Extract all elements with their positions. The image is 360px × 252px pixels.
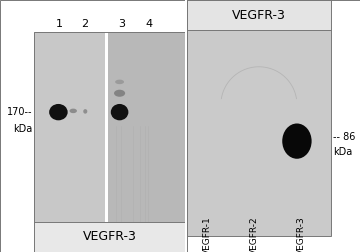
Text: VEGFR-1: VEGFR-1 — [203, 216, 212, 252]
Ellipse shape — [282, 123, 312, 159]
Text: 1: 1 — [56, 19, 63, 29]
Bar — [105, 32, 108, 222]
Text: 4: 4 — [146, 19, 153, 29]
Text: kDa: kDa — [13, 123, 32, 134]
Bar — [34, 32, 107, 222]
Bar — [34, 222, 185, 252]
Ellipse shape — [115, 80, 124, 84]
Ellipse shape — [69, 109, 77, 113]
Text: -- 86: -- 86 — [333, 132, 356, 142]
Text: 2: 2 — [81, 19, 88, 29]
Ellipse shape — [111, 104, 129, 120]
Text: 170--: 170-- — [7, 107, 32, 117]
Text: kDa: kDa — [333, 147, 352, 158]
Ellipse shape — [49, 104, 68, 120]
Text: VEGFR-3: VEGFR-3 — [82, 230, 136, 243]
Bar — [107, 32, 185, 222]
Bar — [187, 0, 330, 30]
Text: VEGFR-2: VEGFR-2 — [250, 216, 259, 252]
Text: 3: 3 — [118, 19, 125, 29]
Bar — [187, 30, 330, 236]
Ellipse shape — [83, 109, 87, 114]
Text: VEGFR-3: VEGFR-3 — [297, 216, 306, 252]
Bar — [34, 32, 185, 252]
Bar — [0, 32, 34, 222]
Text: VEGFR-3: VEGFR-3 — [232, 9, 286, 22]
Ellipse shape — [114, 90, 125, 97]
Bar — [187, 0, 330, 236]
